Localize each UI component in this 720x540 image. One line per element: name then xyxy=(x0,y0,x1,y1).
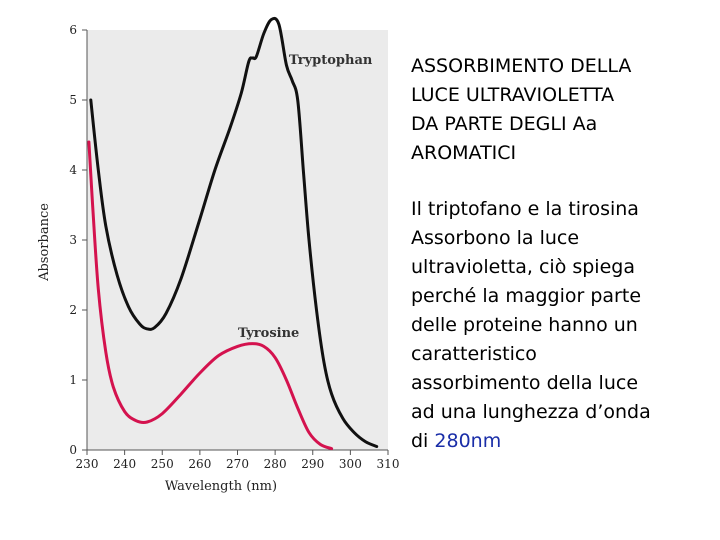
x-tick-label: 230 xyxy=(76,457,99,471)
body-line: delle proteine hanno un xyxy=(411,314,638,336)
x-tick-label: 310 xyxy=(377,457,400,471)
series-label-tyrosine: Tyrosine xyxy=(238,326,299,341)
axis-layer: 0 1 2 3 4 5 6 230 240 250 260 270 280 290 300 310 xyxy=(69,23,399,471)
x-tick-label: 290 xyxy=(301,457,324,471)
body-line: perché la maggior parte xyxy=(411,285,642,307)
y-tick-label: 5 xyxy=(69,93,77,107)
x-tick-label: 300 xyxy=(339,457,362,471)
body-line: assorbimento della luce xyxy=(411,372,639,394)
y-tick-label: 1 xyxy=(69,373,77,387)
side-title: ASSORBIMENTO DELLA LUCE ULTRAVIOLETTA DA P… xyxy=(411,52,711,168)
title-line: ASSORBIMENTO DELLA xyxy=(411,55,632,77)
body-lines: Il triptofano e la tirosina Assorbono la … xyxy=(411,195,711,427)
body-line: ultravioletta, ciò spiega xyxy=(411,256,635,278)
body-last-line: di 280nm xyxy=(411,427,711,456)
series-label-tryptophan: Tryptophan xyxy=(289,53,373,68)
y-tick-label: 0 xyxy=(69,443,77,457)
title-line: AROMATICI xyxy=(411,142,517,164)
x-tick-label: 240 xyxy=(113,457,136,471)
x-tick-label: 260 xyxy=(188,457,211,471)
series-line-tryptophan xyxy=(89,16,379,448)
body-last-line-prefix: di xyxy=(411,430,435,452)
body-line: ad una lunghezza d’onda xyxy=(411,401,651,423)
x-tick-label: 250 xyxy=(151,457,174,471)
highlight-280nm: 280nm xyxy=(434,430,502,452)
title-line: LUCE ULTRAVIOLETTA xyxy=(411,84,615,106)
title-line: DA PARTE DEGLI Aa xyxy=(411,113,598,135)
body-line: Assorbono la luce xyxy=(411,227,580,249)
y-tick-label: 2 xyxy=(69,303,77,317)
body-line: Il triptofano e la tirosina xyxy=(411,198,639,220)
y-tick-label: 3 xyxy=(69,233,77,247)
x-tick-label: 280 xyxy=(264,457,287,471)
y-axis-label: Absorbance xyxy=(37,203,52,282)
body-line: caratteristico xyxy=(411,343,537,365)
series-line-tyrosine xyxy=(87,140,334,451)
x-tick-label: 270 xyxy=(226,457,249,471)
y-tick-label: 4 xyxy=(69,163,77,177)
y-tick-label: 6 xyxy=(69,23,77,37)
series-layer xyxy=(87,16,379,451)
side-body: Il triptofano e la tirosina Assorbono la … xyxy=(411,195,711,456)
plot-area xyxy=(87,30,388,450)
x-axis-label: Wavelength (nm) xyxy=(165,479,277,494)
absorbance-chart: 0 1 2 3 4 5 6 230 240 250 260 270 280 290 300 310 Wavel… xyxy=(37,16,399,494)
